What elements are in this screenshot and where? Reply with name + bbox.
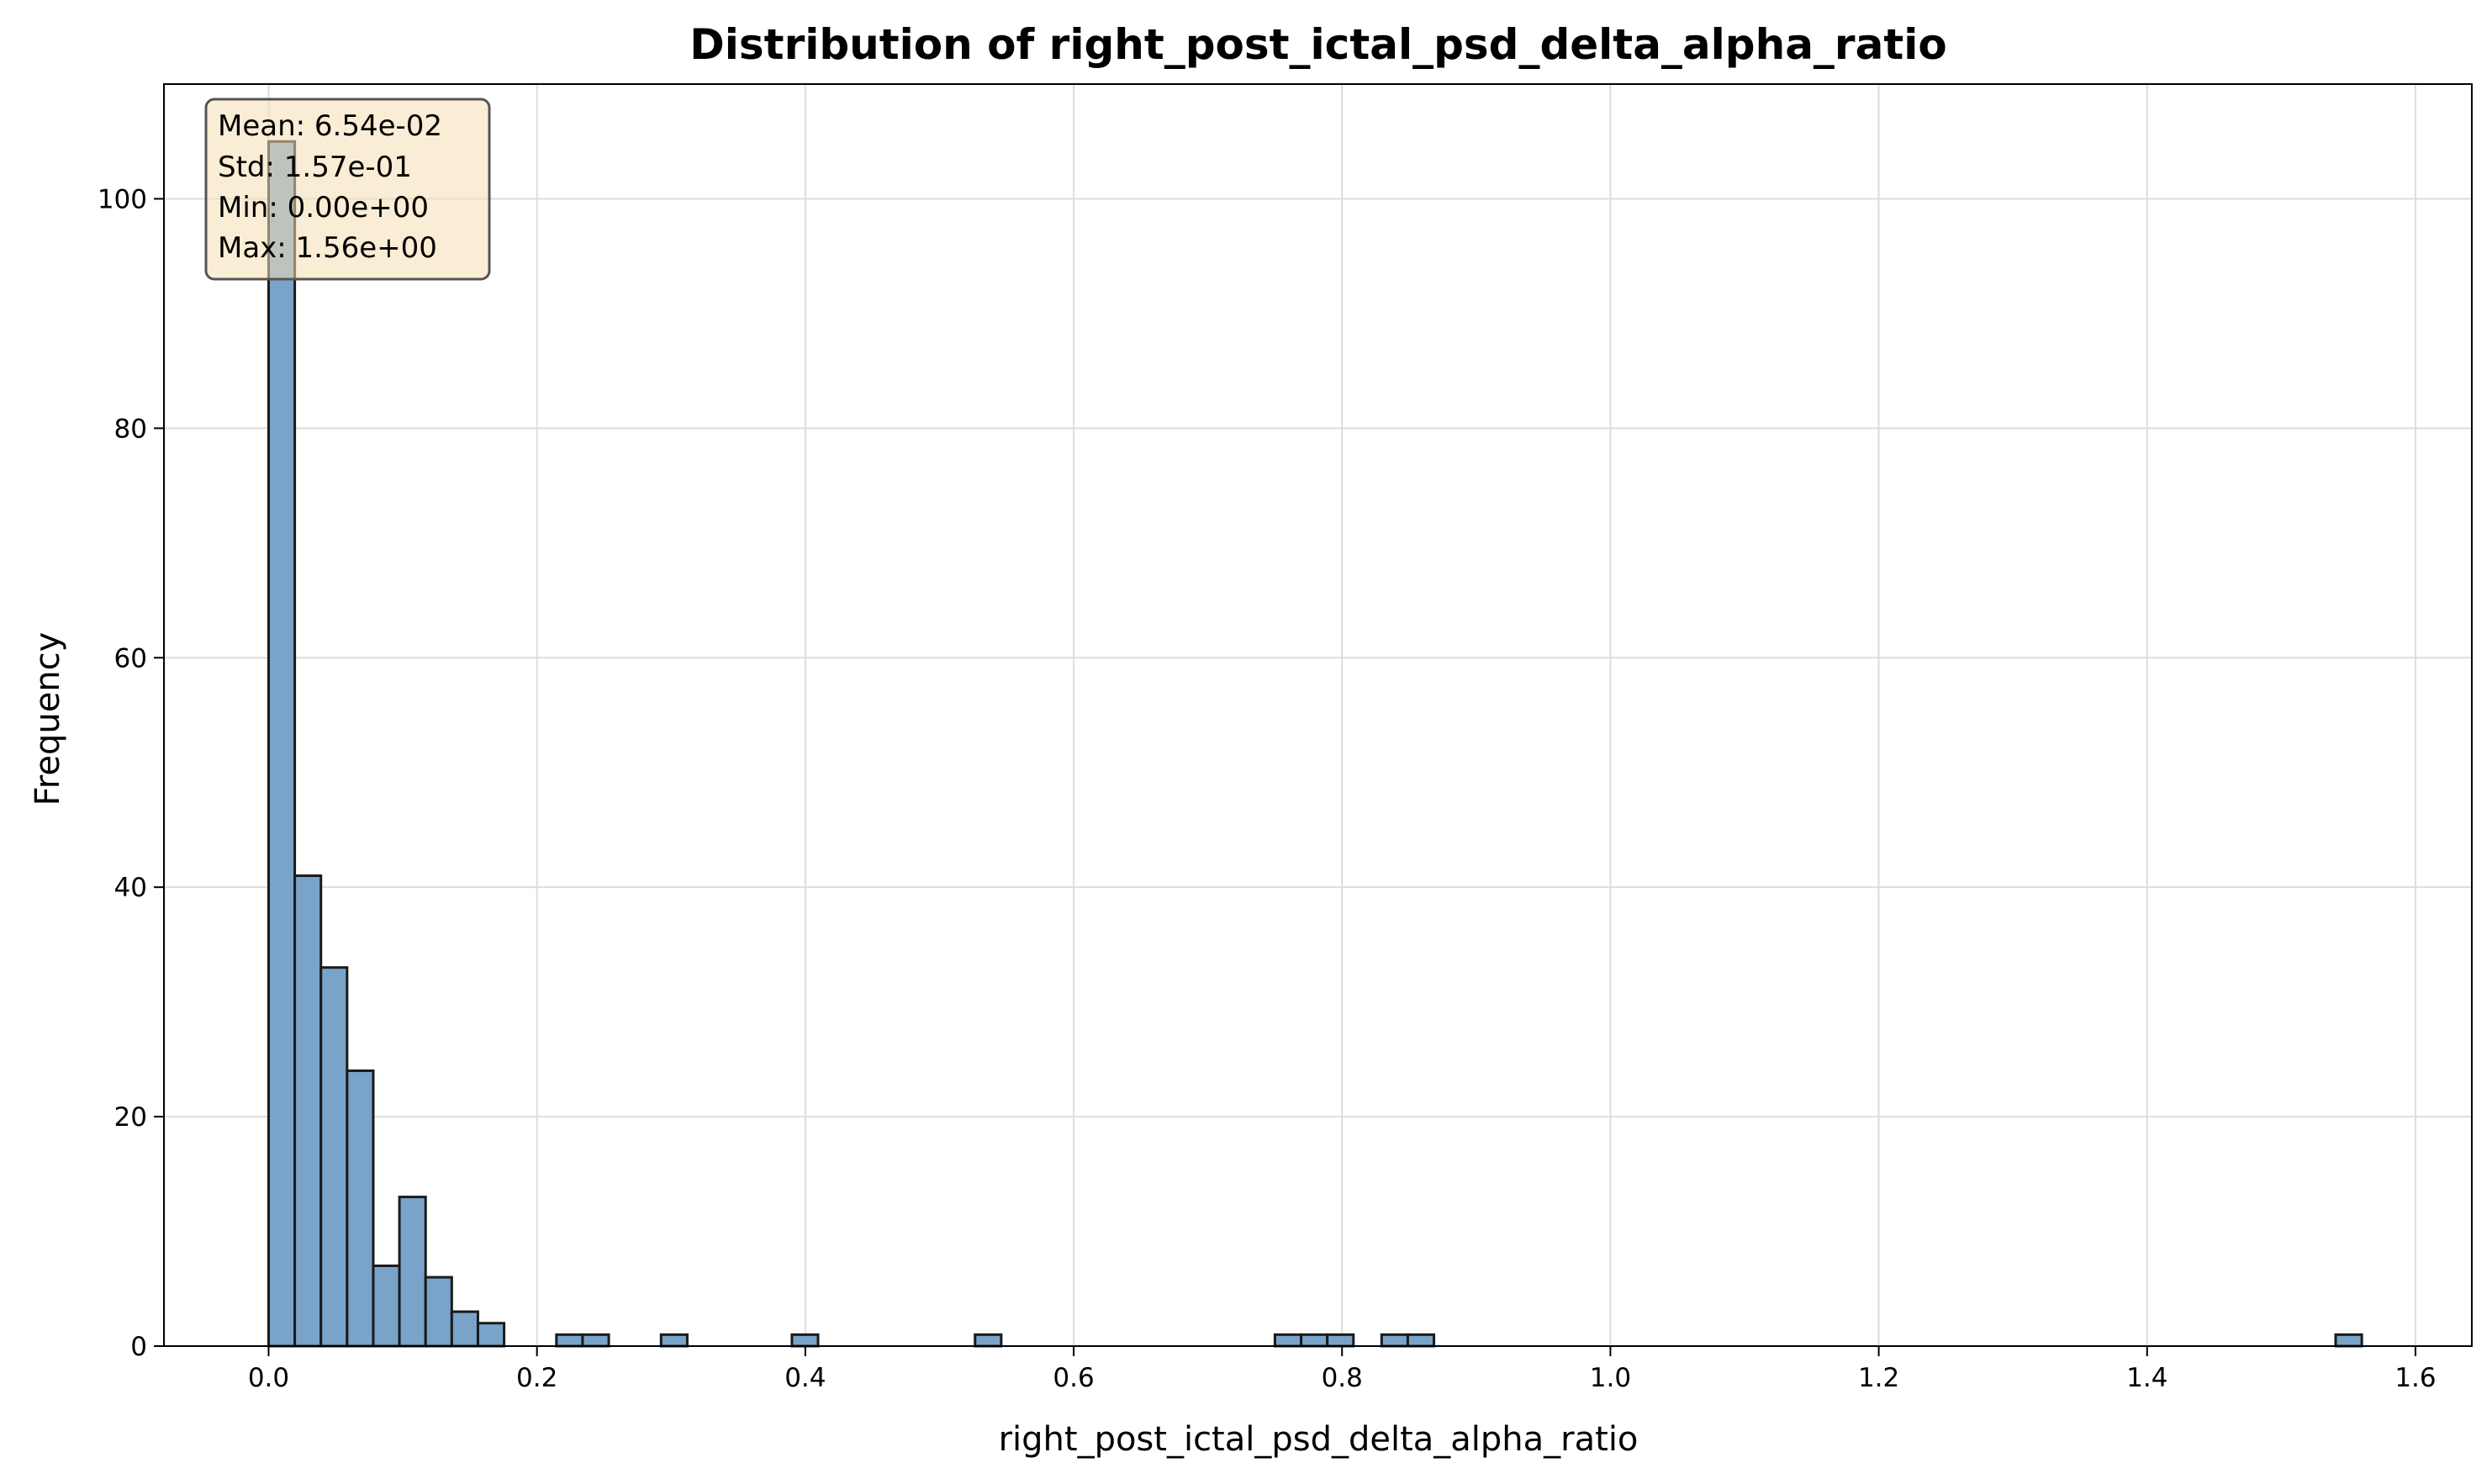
y-tick-label: 80 (114, 414, 147, 444)
histogram-bar (1273, 1333, 1303, 1348)
histogram-bar (346, 1069, 375, 1348)
x-tick-label: 1.0 (1590, 1363, 1631, 1393)
histogram-bar (974, 1333, 1003, 1348)
histogram-bar (372, 1264, 401, 1348)
y-tick-label: 100 (98, 184, 147, 214)
x-tick-label: 0.0 (248, 1363, 289, 1393)
x-tick-label: 1.6 (2394, 1363, 2436, 1393)
stats-max: Max: 1.56e+00 (218, 231, 437, 265)
x-tick-label: 0.8 (1322, 1363, 1363, 1393)
x-tick-label: 0.2 (516, 1363, 557, 1393)
histogram-bar (293, 874, 323, 1348)
x-tick-label: 0.4 (784, 1363, 826, 1393)
chart-title: Distribution of right_post_ictal_psd_del… (689, 20, 1946, 69)
y-tick-label: 20 (114, 1102, 147, 1133)
y-tick-label: 40 (114, 873, 147, 903)
histogram-bar (476, 1322, 506, 1348)
histogram-bar (1406, 1333, 1436, 1348)
histogram-bar (1300, 1333, 1329, 1348)
x-tick-label: 1.4 (2126, 1363, 2167, 1393)
x-axis-ticks: 0.0 0.2 0.4 0.6 0.8 1.0 1.2 1.4 1.6 (248, 1346, 2437, 1393)
histogram-bar (555, 1333, 584, 1348)
histogram-bar (659, 1333, 689, 1348)
x-axis-label: right_post_ictal_psd_delta_alpha_ratio (999, 1420, 1639, 1459)
plot-frame (163, 83, 2473, 1347)
histogram-bar (1380, 1333, 1409, 1348)
stats-std: Std: 1.57e-01 (218, 151, 412, 184)
histogram-bar (267, 140, 297, 1348)
y-tick-label: 0 (130, 1332, 147, 1362)
y-axis-label: Frequency (29, 632, 67, 806)
histogram-bar (2334, 1333, 2363, 1348)
bar-layer (267, 140, 2363, 1348)
x-tick-label: 1.2 (1858, 1363, 1899, 1393)
stats-min: Min: 0.00e+00 (218, 191, 429, 224)
x-tick-label: 0.6 (1053, 1363, 1094, 1393)
stats-mean: Mean: 6.54e-02 (218, 109, 442, 143)
histogram-bar (450, 1310, 479, 1348)
histogram-bar (424, 1275, 453, 1348)
y-tick-label: 60 (114, 643, 147, 673)
histogram-bar (581, 1333, 610, 1348)
grid-layer (164, 84, 2472, 1347)
y-axis-ticks: 0 20 40 60 80 100 (98, 184, 164, 1362)
stats-box-background (204, 98, 491, 281)
histogram-bar (319, 966, 349, 1348)
histogram-bar (790, 1333, 820, 1348)
histogram-bar (1326, 1333, 1355, 1348)
stats-box: Mean: 6.54e-02 Std: 1.57e-01 Min: 0.00e+… (204, 98, 491, 281)
histogram-bar (398, 1196, 427, 1348)
